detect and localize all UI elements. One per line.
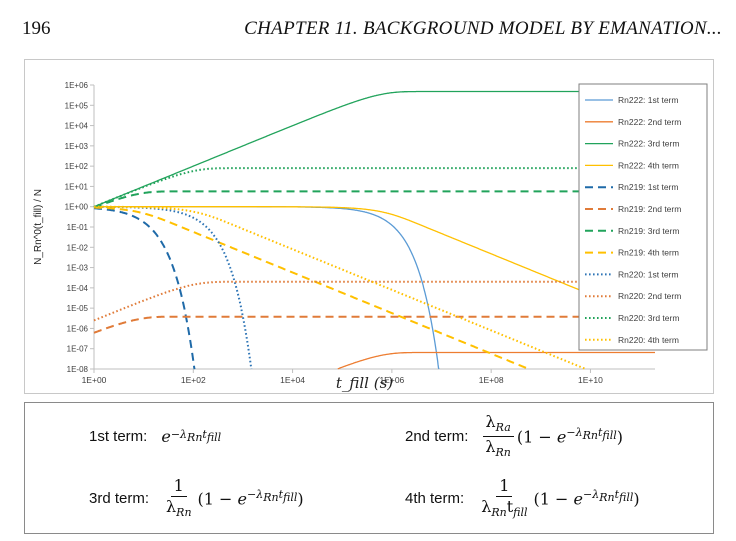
- formula-first-term: 1st term: e −λRntfill: [89, 427, 221, 446]
- y-tick-label: 1E-07: [67, 345, 89, 354]
- series-line-9: [94, 205, 253, 370]
- y-tick-label: 1E+06: [65, 81, 89, 90]
- x-tick-label: 1E+00: [82, 375, 107, 385]
- series-line-11: [93, 167, 655, 208]
- page-number: 196: [22, 18, 51, 39]
- legend-box: [578, 83, 708, 351]
- decay-chart: 1E+06 1E+05 1E+04 1E+03 1E+02 1E+01 1E+00 1E-01…: [33, 81, 708, 392]
- y-tick-label: 1E+05: [65, 101, 89, 110]
- y-tick-label: 1E-01: [67, 223, 89, 232]
- series-line-12: [94, 205, 587, 370]
- y-axis-label: N_Rn^0(t_fill) / N: [33, 189, 44, 265]
- formula-label: 3rd term:: [89, 490, 150, 508]
- formula-expression: e −λRntfill: [161, 427, 222, 446]
- series-line-10: [93, 280, 655, 322]
- series-line-5: [94, 207, 196, 370]
- formula-second-term: 2nd term: λRa λRn (1 − e−λRntfill): [405, 412, 623, 460]
- chart-legend: Rn222: 1st term Rn222: 2nd term Rn222: 3rd…: [578, 83, 708, 351]
- legend-entry: Rn219: 1st term: [618, 182, 678, 192]
- y-tick-label: 1E-03: [67, 264, 89, 273]
- legend-entry: Rn220: 3rd term: [618, 313, 679, 323]
- legend-entry: Rn219: 2nd term: [618, 204, 681, 214]
- y-tick-label: 1E+00: [65, 203, 89, 212]
- series-line-3: [93, 90, 655, 208]
- y-tick-label: 1E-08: [67, 365, 89, 374]
- series-line-6: [93, 315, 655, 334]
- x-tick-label: 1E+04: [280, 375, 305, 385]
- legend-entry: Rn222: 4th term: [618, 160, 679, 170]
- legend-entry: Rn219: 4th term: [618, 248, 679, 258]
- formula-fourth-term: 4th term: 1 λRntfill (1 − e−λRntfill): [405, 476, 640, 520]
- formula-third-term: 3rd term: 1 λRn (1 − e−λRntfill): [89, 476, 304, 520]
- legend-entry: Rn222: 3rd term: [618, 139, 679, 149]
- page-header: 196 CHAPTER 11. BACKGROUND MODEL BY EMAN…: [22, 18, 722, 44]
- legend-entry: Rn220: 2nd term: [618, 291, 681, 301]
- x-tick-label: 1E+06: [379, 375, 404, 385]
- legend-entry: Rn220: 4th term: [618, 335, 679, 345]
- y-tick-label: 1E-06: [67, 324, 89, 333]
- series-line-2: [337, 351, 655, 370]
- legend-entry: Rn222: 1st term: [618, 95, 678, 105]
- y-tick-label: 1E+01: [65, 182, 89, 191]
- x-tick-label: 1E+10: [578, 375, 603, 385]
- x-axis-label: t_fill (s): [336, 374, 393, 392]
- y-tick-label: 1E+04: [65, 122, 89, 131]
- chart-frame: 1E+06 1E+05 1E+04 1E+03 1E+02 1E+01 1E+00 1E-01…: [24, 59, 714, 394]
- formula-expression: 1 λRn (1 − e−λRntfill): [166, 476, 304, 520]
- formula-expression: 1 λRntfill (1 − e−λRntfill): [481, 476, 640, 520]
- x-tick-label: 1E+02: [181, 375, 206, 385]
- series-line-8: [94, 206, 530, 370]
- y-tick-label: 1E-04: [67, 284, 89, 293]
- y-tick-label: 1E+02: [65, 162, 89, 171]
- formula-label: 4th term:: [405, 490, 465, 508]
- y-tick-label: 1E-05: [67, 304, 89, 313]
- formula-label: 2nd term:: [405, 427, 469, 445]
- y-tick-label: 1E+03: [65, 142, 89, 151]
- chart-axes: 1E+06 1E+05 1E+04 1E+03 1E+02 1E+01 1E+00 1E-01…: [65, 81, 655, 385]
- formula-label: 1st term:: [89, 428, 148, 445]
- running-head: CHAPTER 11. BACKGROUND MODEL BY EMANATIO…: [244, 18, 722, 39]
- series-line-4: [94, 206, 656, 322]
- series-line-7: [93, 190, 655, 209]
- legend-entry: Rn222: 2nd term: [618, 117, 681, 127]
- legend-entry: Rn219: 3rd term: [618, 226, 679, 236]
- chart-axis-labels: t_fill (s) N_Rn^0(t_fill) / N: [33, 189, 393, 392]
- x-tick-label: 1E+08: [479, 375, 504, 385]
- y-tick-label: 1E-02: [67, 243, 89, 252]
- formula-box: 1st term: e −λRntfill 2nd term: λRa λRn (1…: [24, 402, 714, 534]
- legend-entry: Rn220: 1st term: [618, 269, 678, 279]
- formula-expression: λRa λRn (1 − e−λRntfill): [482, 412, 623, 460]
- chart-curves: [93, 90, 656, 370]
